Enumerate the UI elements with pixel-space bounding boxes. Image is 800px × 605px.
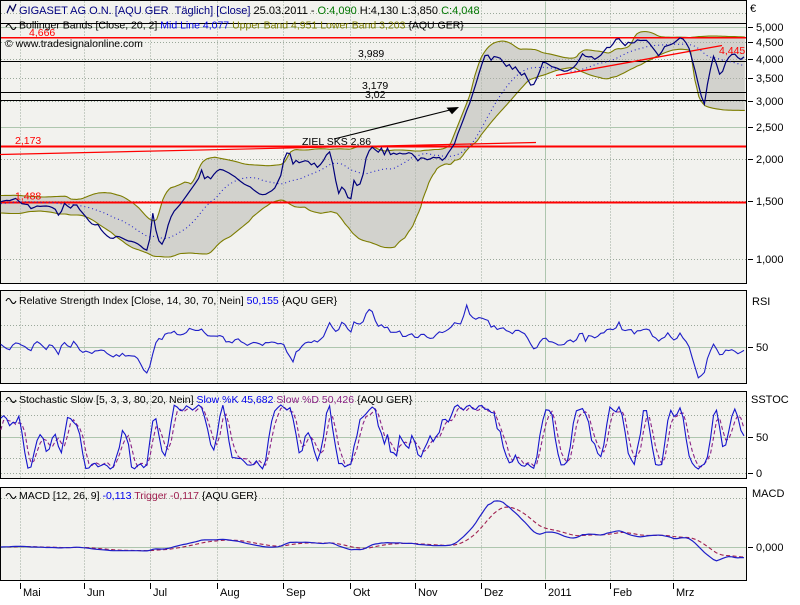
svg-text:3,02: 3,02 [365,89,386,101]
svg-text:1,000: 1,000 [756,254,784,266]
svg-text:3,179: 3,179 [362,80,388,92]
svg-text:Bollinger Bands [Close, 20, 2]: Bollinger Bands [Close, 20, 2] Mid Line … [19,20,464,32]
svg-text:RSI: RSI [752,296,770,308]
svg-text:4,500: 4,500 [756,37,784,49]
svg-text:2,173: 2,173 [15,135,41,147]
svg-text:50: 50 [756,432,768,444]
svg-text:1,488: 1,488 [15,191,41,203]
svg-text:Relative Strength Index [Close: Relative Strength Index [Close, 14, 30, … [19,295,338,307]
svg-text:3,000: 3,000 [756,96,784,108]
svg-text:2,000: 2,000 [756,154,784,166]
svg-text:Jul: Jul [153,587,167,599]
svg-text:4,445: 4,445 [719,45,745,57]
svg-text:Dez: Dez [484,587,504,599]
svg-text:Stochastic Slow [5, 3, 3, 80,: Stochastic Slow [5, 3, 3, 80, 20, Nein] … [19,394,413,406]
svg-text:ZIEL SKS 2,86: ZIEL SKS 2,86 [302,136,371,148]
svg-text:2,500: 2,500 [756,122,784,134]
svg-text:0,000: 0,000 [756,542,784,554]
svg-text:GIGASET AG O.N. [AQU GER Tägl: GIGASET AG O.N. [AQU GER Täglich] [Close… [19,5,480,17]
svg-text:Jun: Jun [87,587,105,599]
svg-text:SSTOC: SSTOC [751,394,789,406]
svg-text:Nov: Nov [418,587,438,599]
svg-text:4,666: 4,666 [29,27,55,39]
svg-text:1,500: 1,500 [756,196,784,208]
svg-text:2011: 2011 [548,587,572,599]
svg-text:© www.tradesignalonline.com: © www.tradesignalonline.com [5,38,143,50]
svg-text:Mrz: Mrz [676,587,694,599]
svg-text:Okt: Okt [353,587,370,599]
svg-text:3,500: 3,500 [756,73,784,85]
svg-text:3,989: 3,989 [358,48,384,60]
svg-text:€: € [750,3,756,15]
svg-text:5,000: 5,000 [756,22,784,34]
svg-text:0: 0 [756,468,762,480]
svg-text:MACD: MACD [752,488,784,500]
svg-text:4,000: 4,000 [756,54,784,66]
svg-text:Feb: Feb [613,587,632,599]
svg-text:MACD [12, 26, 9] -0,113 Trigge: MACD [12, 26, 9] -0,113 Trigger -0,117 {… [19,490,258,502]
svg-text:Aug: Aug [220,587,240,599]
svg-text:Mai: Mai [23,587,41,599]
svg-text:Sep: Sep [286,587,306,599]
svg-text:50: 50 [756,342,768,354]
